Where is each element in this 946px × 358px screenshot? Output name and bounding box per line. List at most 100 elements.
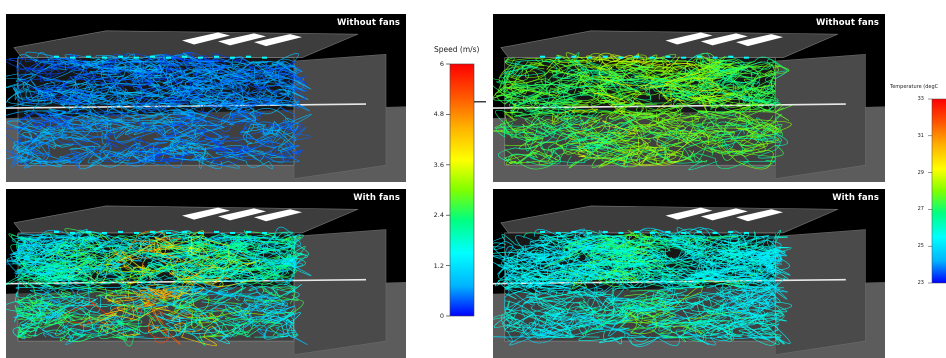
streamline [735, 313, 785, 329]
streamline [501, 234, 533, 270]
streamline [54, 236, 106, 264]
temperature-tick: 25 [917, 243, 924, 249]
streamline [505, 154, 555, 165]
streamline [243, 238, 295, 285]
streamline [169, 147, 207, 169]
streamline [552, 293, 615, 316]
streamline [255, 232, 304, 252]
panel-label: Without fans [336, 18, 400, 28]
speed-with-fans-panel: With fans [6, 189, 406, 358]
skylight [700, 33, 748, 46]
streamline [219, 268, 265, 282]
streamline [155, 301, 208, 320]
streamline [192, 81, 224, 105]
streamline [32, 61, 106, 82]
streamline [716, 65, 777, 89]
streamline [60, 83, 143, 111]
streamline [672, 236, 713, 257]
streamline [271, 53, 299, 77]
vent-marker [587, 56, 593, 59]
streamline [565, 318, 624, 338]
streamline [586, 290, 658, 311]
streamline [609, 106, 700, 120]
streamline [65, 258, 127, 287]
streamline [740, 285, 788, 293]
streamline [537, 291, 607, 301]
streamline [135, 287, 163, 314]
streamline [86, 233, 146, 259]
streamline [712, 287, 781, 315]
streamline [165, 62, 219, 78]
vent-marker [54, 230, 59, 233]
streamline [6, 110, 90, 126]
vent-marker [214, 55, 219, 58]
streamline [149, 235, 213, 259]
streamline [35, 151, 81, 169]
speed-without-fans-panel: Without fans [6, 14, 406, 182]
streamline [7, 79, 55, 107]
vent-marker [102, 231, 107, 234]
streamline [540, 66, 590, 94]
streamline [687, 250, 756, 282]
streamline [13, 301, 65, 319]
streamline [503, 138, 552, 165]
streamline [268, 117, 304, 133]
streamline [114, 74, 160, 95]
streamline [568, 259, 609, 286]
streamline [13, 138, 55, 164]
streamline [697, 268, 776, 280]
streamline [507, 238, 575, 264]
temperature-without-fans-panel: Without fans [493, 14, 885, 182]
streamline [20, 84, 48, 105]
streamline [504, 277, 550, 300]
streamline [171, 252, 233, 287]
streamline [710, 141, 762, 165]
streamline [234, 65, 286, 83]
streamline [40, 80, 105, 102]
streamline [226, 236, 290, 274]
streamline [611, 149, 660, 168]
vent-marker [571, 230, 577, 233]
vent-marker [230, 56, 235, 59]
streamline [232, 311, 286, 325]
streamline [17, 233, 82, 243]
building-wall [774, 53, 866, 179]
streamline [133, 139, 191, 157]
streamline [126, 123, 163, 142]
streamline [586, 133, 636, 145]
streamline [580, 113, 655, 162]
streamline [27, 235, 79, 263]
streamline [150, 318, 181, 345]
streamline [16, 260, 74, 275]
streamline [148, 312, 172, 344]
speed-with-fans-render [6, 189, 406, 358]
streamline [493, 256, 572, 289]
streamline [69, 150, 120, 164]
streamline [562, 111, 614, 137]
streamline [242, 131, 295, 159]
streamline [138, 68, 209, 88]
streamline [710, 91, 781, 113]
streamline [516, 145, 613, 165]
streamline [6, 120, 56, 150]
streamline [104, 123, 166, 138]
vent-marker [166, 231, 171, 234]
streamline [17, 280, 71, 317]
streamline [738, 138, 781, 163]
streamline [87, 96, 119, 110]
streamline [17, 316, 92, 343]
streamline [567, 68, 623, 84]
streamline [643, 311, 757, 335]
streamline [44, 310, 100, 328]
vent-marker [262, 231, 267, 234]
streamline [594, 290, 672, 317]
streamline [166, 299, 198, 324]
streamline [599, 79, 644, 105]
streamline [498, 66, 524, 83]
vent-marker [246, 55, 251, 58]
streamline [238, 98, 275, 113]
streamline [172, 64, 235, 89]
streamline [236, 277, 297, 303]
streamline [683, 318, 716, 343]
streamline [681, 133, 725, 159]
